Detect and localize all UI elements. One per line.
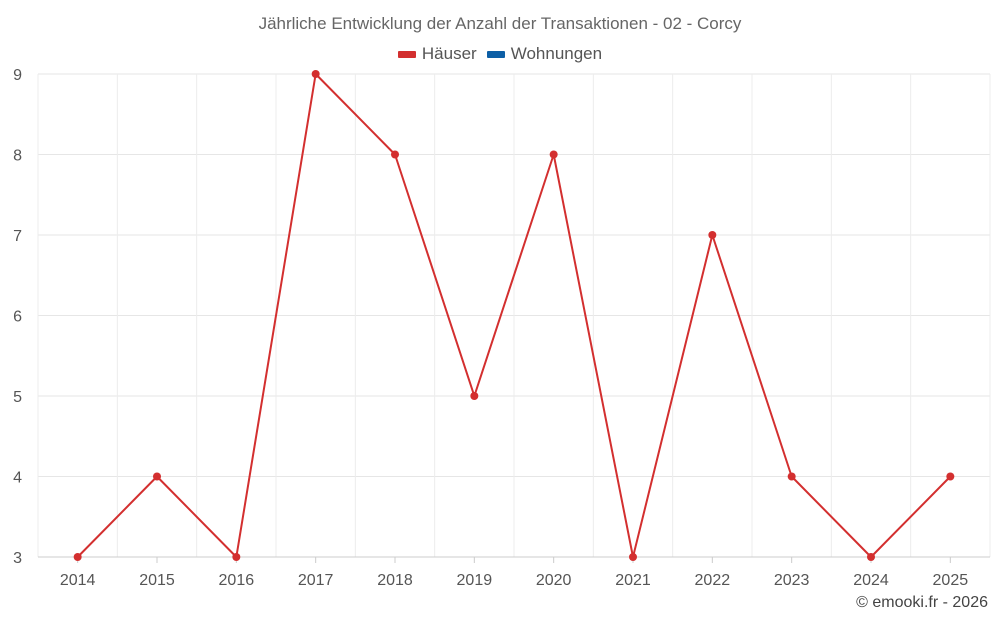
x-tick-label: 2016 <box>219 572 255 589</box>
data-point <box>470 392 479 400</box>
legend-item-haeuser[interactable]: Häuser <box>397 44 477 64</box>
x-tick-label: 2017 <box>298 572 334 589</box>
x-tick-label: 2024 <box>853 572 889 589</box>
data-point <box>153 472 161 481</box>
data-point <box>232 553 241 561</box>
legend-swatch-haeuser <box>397 50 416 58</box>
x-tick-label: 2015 <box>139 572 175 589</box>
x-tick-label: 2023 <box>774 572 810 589</box>
data-point <box>629 553 637 561</box>
legend: Häuser Wohnungen <box>0 44 1000 64</box>
y-tick-label: 4 <box>13 470 22 487</box>
y-tick-label: 5 <box>13 389 22 406</box>
data-point <box>946 472 955 481</box>
y-tick-label: 3 <box>13 550 22 567</box>
legend-item-wohnungen[interactable]: Wohnungen <box>486 44 603 64</box>
x-tick-label: 2020 <box>536 572 572 589</box>
y-tick-label: 6 <box>13 309 22 326</box>
x-tick-label: 2018 <box>377 572 413 589</box>
legend-label-wohnungen: Wohnungen <box>510 44 603 63</box>
data-point <box>549 150 558 159</box>
credit-text: © emooki.fr - 2026 <box>856 594 988 611</box>
x-tick-label: 2021 <box>615 572 651 589</box>
x-tick-label: 2022 <box>695 572 731 589</box>
x-tick-label: 2014 <box>60 572 96 589</box>
y-tick-label: 8 <box>13 148 22 165</box>
series-line-0 <box>76 73 952 558</box>
data-point <box>391 150 399 159</box>
y-tick-label: 7 <box>13 228 22 245</box>
legend-swatch-wohnungen <box>486 50 505 58</box>
data-point <box>73 553 82 561</box>
data-point <box>311 70 320 78</box>
legend-label-haeuser: Häuser <box>421 44 477 63</box>
data-point <box>787 472 796 481</box>
data-point <box>708 231 717 239</box>
chart-title: Jährliche Entwicklung der Anzahl der Tra… <box>258 14 742 33</box>
x-tick-label: 2025 <box>933 572 969 589</box>
data-point <box>867 553 875 561</box>
x-tick-label: 2019 <box>457 572 493 589</box>
y-tick-label: 9 <box>13 67 22 84</box>
